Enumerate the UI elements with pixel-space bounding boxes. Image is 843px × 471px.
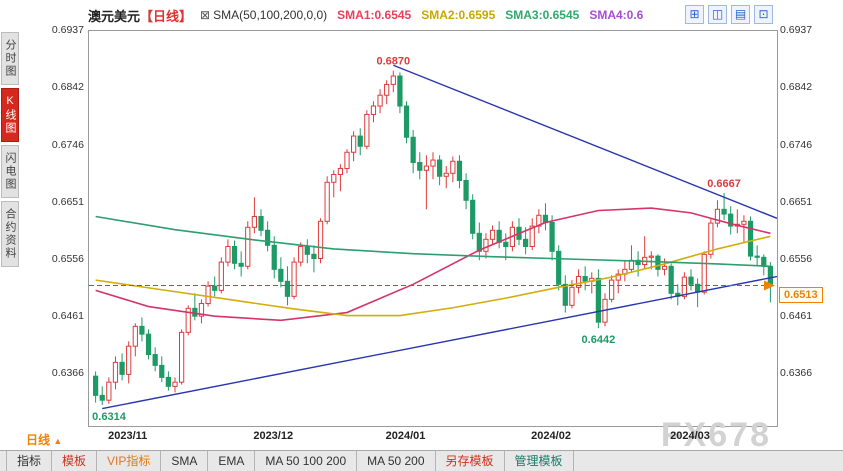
sma-button[interactable]: SMA [161, 451, 209, 471]
period-tag: 【日线】 [140, 8, 193, 24]
price-annotation: 0.6442 [582, 334, 616, 346]
kline-chart-tab[interactable]: K线图 [1, 88, 19, 142]
price-annotation: 0.6314 [92, 411, 127, 423]
price-axis-label: 0.6746 [51, 138, 84, 151]
watermark: FX678 [661, 416, 771, 454]
ascending-support-line [102, 275, 778, 410]
dual-pane-icon[interactable]: ◫ [708, 5, 727, 24]
price-axis-label: 0.6366 [51, 366, 84, 379]
chart-type-sidebar: 分时图 K线图闪电图合约资料 [0, 32, 20, 267]
date-axis-label: 2024/03 [670, 430, 710, 442]
period-selector[interactable]: 日线 ▲ [26, 431, 62, 448]
triangle-up-icon: ▲ [53, 436, 63, 446]
sma1-value: SMA1:0.6545 [337, 8, 412, 22]
date-axis-label: 2024/01 [385, 430, 426, 442]
price-axis-label: 0.6842 [51, 81, 84, 94]
period-selector-label: 日线 [26, 433, 51, 447]
ema-button[interactable]: EMA [208, 451, 256, 471]
price-axis-label: 0.6651 [780, 195, 813, 208]
date-axis-label: 2023/11 [108, 430, 148, 442]
date-axis-label: 2024/02 [531, 430, 571, 442]
new-window-icon[interactable]: ⊡ [754, 5, 773, 24]
sma4-value: SMA4:0.6 [589, 8, 644, 22]
price-axis-label: 0.6556 [780, 252, 813, 265]
right-price-axis: 0.6937 0.6842 0.6746 0.6651 0.6556 0.6461 0.63… [780, 24, 828, 425]
price-axis-label: 0.6556 [51, 252, 84, 265]
price-annotation: 0.6870 [376, 56, 410, 68]
price-annotation: 0.6667 [707, 178, 741, 190]
date-axis-label: 2023/12 [253, 430, 294, 442]
sma2-value: SMA2:0.6595 [421, 8, 496, 22]
sma-yellow-line [95, 235, 771, 317]
time-chart-tab[interactable]: 分时图 [1, 32, 19, 85]
current-price-marker [764, 280, 775, 291]
bottom-toolbar: 指标 模板 VIP指标 SMA EMA MA 50 100 200 MA 50 200 另存模… [0, 450, 843, 471]
save-template-button[interactable]: 另存模板 [436, 451, 505, 471]
price-axis-label: 0.6746 [780, 138, 813, 151]
current-price-tag: 0.6513 [779, 286, 823, 303]
candles-series [92, 70, 774, 405]
indicators-button[interactable]: 指标 [6, 451, 53, 471]
indicator-name: SMA(50,100,200,0,0) [213, 8, 328, 22]
date-axis: 2023/11 2023/12 2024/01 2024/02 2024/03 [88, 430, 776, 446]
chart-legend: 澳元美元 【日线】 ⊠ SMA(50,100,200,0,0) SMA1:0.6… [88, 0, 653, 30]
sma-pink-line [95, 207, 771, 322]
price-axis-label: 0.6842 [780, 81, 813, 94]
sma-values: SMA1:0.6545 SMA2:0.6595 SMA3:0.6545 SMA4:0.… [337, 8, 653, 22]
indicator-settings-icon[interactable]: ⊠ [200, 8, 211, 22]
ma-50-200-button[interactable]: MA 50 200 [357, 451, 436, 471]
sma3-value: SMA3:0.6545 [505, 8, 580, 22]
left-price-axis: 0.6937 0.6842 0.6746 0.6651 0.6556 0.6461 0.63… [38, 24, 84, 425]
sma-green-line [95, 215, 771, 268]
contract-info-tab[interactable]: 合约资料 [1, 201, 19, 267]
rows-layout-icon[interactable]: ▤ [731, 5, 750, 24]
chart-plot-area[interactable]: FX678 0.6870 0.6667 0.6442 0.6314 [88, 30, 778, 454]
vip-indicators-button[interactable]: VIP指标 [97, 451, 162, 471]
manage-templates-button[interactable]: 管理模板 [505, 451, 574, 471]
window-layout-icons: ⊞ ◫ ▤ ⊡ [685, 5, 773, 24]
multi-pane-icon[interactable]: ⊞ [685, 5, 704, 24]
templates-button[interactable]: 模板 [52, 451, 98, 471]
price-axis-label: 0.6461 [780, 309, 813, 322]
descending-resistance-line [393, 64, 778, 219]
price-axis-label: 0.6651 [51, 195, 84, 208]
price-axis-label: 0.6366 [780, 366, 813, 379]
candlestick-chart[interactable]: FX678 0.6870 0.6667 0.6442 0.6314 [89, 31, 778, 454]
flash-chart-tab[interactable]: 闪电图 [1, 145, 19, 198]
top-legend-bar: 澳元美元 【日线】 ⊠ SMA(50,100,200,0,0) SMA1:0.6… [0, 0, 843, 30]
ma-50-100-200-button[interactable]: MA 50 100 200 [255, 451, 358, 471]
price-axis-label: 0.6937 [780, 24, 813, 36]
price-axis-label: 0.6461 [51, 309, 84, 322]
price-axis-label: 0.6937 [51, 24, 84, 36]
symbol-title: 澳元美元 [88, 8, 141, 24]
